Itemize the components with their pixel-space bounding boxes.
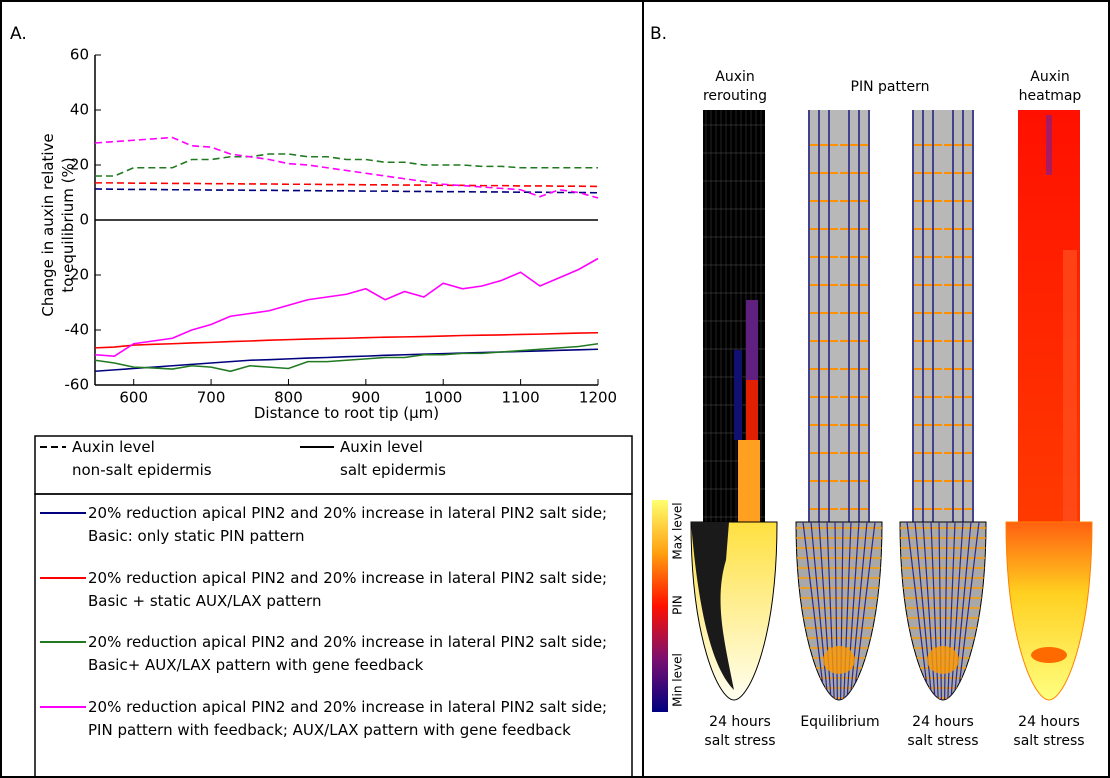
legend-text: Auxin level salt epidermis	[340, 438, 446, 479]
pin-line	[914, 522, 933, 700]
y-axis-label: Change in auxin relative to equilibrium …	[39, 133, 77, 317]
pin-line	[852, 522, 876, 700]
legend-text: 20% reduction apical PIN2 and 20% increa…	[88, 569, 608, 610]
pin-line	[953, 522, 972, 700]
root-tip-dark	[691, 522, 734, 690]
y-tick-label: -20	[65, 266, 90, 284]
panel-title: PIN pattern	[850, 79, 930, 95]
auxin-strip	[746, 300, 758, 380]
tip-core	[927, 646, 959, 674]
root-drawing	[795, 110, 883, 701]
pin-line	[849, 522, 868, 700]
y-tick-label: 20	[70, 156, 89, 174]
caption: Equilibrium	[800, 714, 880, 730]
y-tick-label: 40	[70, 101, 89, 119]
panel-label: B.	[650, 24, 667, 44]
legend-text: 20% reduction apical PIN2 and 20% increa…	[88, 633, 608, 674]
x-tick-label: 900	[352, 389, 381, 407]
panel-label: A.	[10, 24, 27, 44]
legend-box	[34, 493, 633, 778]
x-tick-label: 700	[197, 389, 226, 407]
data-line	[95, 153, 598, 177]
x-tick-label: 1000	[424, 389, 462, 407]
pin-line	[810, 522, 829, 700]
auxin-strip	[746, 380, 758, 440]
root-drawing	[690, 110, 778, 701]
data-line	[94, 331, 599, 349]
pin-line	[802, 522, 826, 700]
panel-title: Auxin rerouting	[702, 69, 768, 104]
panel-title: Auxin heatmap	[1018, 69, 1082, 104]
tip-core	[823, 646, 855, 674]
colorbar-label: Max level	[671, 502, 685, 559]
data-line	[94, 188, 599, 194]
root-tip	[1005, 521, 1093, 701]
caption: 24 hours salt stress	[704, 714, 776, 749]
pin-line	[906, 522, 930, 700]
root-body	[808, 110, 870, 522]
caption: 24 hours salt stress	[907, 714, 979, 749]
y-tick-label: 60	[70, 46, 89, 64]
x-tick-label: 1200	[579, 389, 617, 407]
auxin-strip	[734, 350, 742, 440]
auxin-strip	[738, 440, 760, 522]
colorbar-label: PIN	[671, 595, 685, 615]
x-tick-label: 1100	[502, 389, 540, 407]
y-tick-label: 0	[79, 211, 89, 229]
root-drawing	[899, 110, 987, 701]
root-body	[912, 110, 974, 522]
legend-text: 20% reduction apical PIN2 and 20% increa…	[88, 504, 608, 545]
pin-line	[956, 522, 980, 700]
root-drawing	[1005, 110, 1093, 701]
heat-strip	[1046, 115, 1052, 175]
tip-grid	[900, 522, 986, 700]
caption: 24 hours salt stress	[1013, 714, 1085, 749]
data-line	[94, 342, 599, 373]
colorbar-label: Min level	[671, 653, 685, 707]
heat-strip	[1063, 250, 1077, 522]
colorbar	[652, 500, 668, 712]
heat-core	[1031, 647, 1067, 663]
y-tick-label: -60	[65, 376, 90, 394]
data-line	[94, 136, 599, 199]
y-tick-label: -40	[65, 321, 90, 339]
data-line	[95, 182, 599, 188]
x-tick-label: 800	[274, 389, 303, 407]
x-tick-label: 600	[119, 389, 148, 407]
legend-text: Auxin level non-salt epidermis	[72, 438, 212, 479]
x-axis-label: Distance to root tip (μm)	[253, 404, 440, 422]
data-line	[94, 257, 599, 357]
legend-text: 20% reduction apical PIN2 and 20% increa…	[88, 698, 608, 739]
